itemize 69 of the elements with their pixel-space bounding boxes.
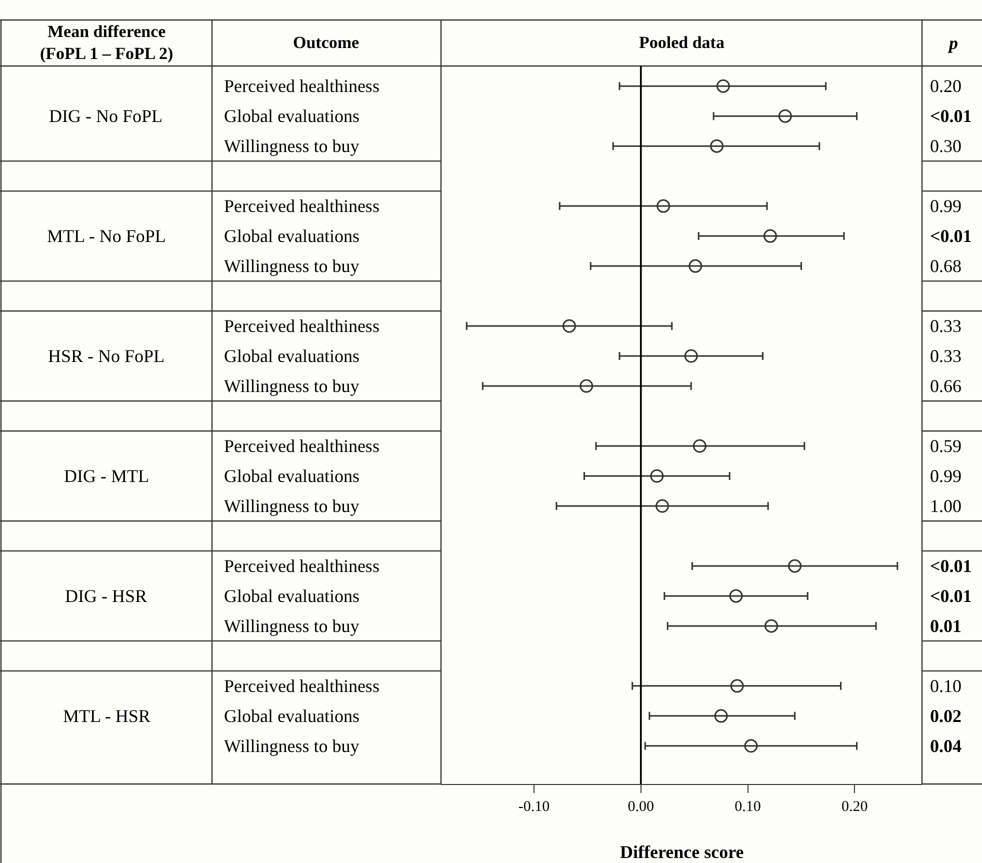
text: 1.00 bbox=[930, 496, 962, 516]
text: MTL - HSR bbox=[63, 706, 150, 726]
text: 0.01 bbox=[930, 616, 962, 636]
y-tick-label: Perceived healthiness bbox=[224, 76, 380, 96]
text: 0.10 bbox=[930, 676, 962, 696]
point bbox=[656, 499, 670, 513]
text: MTL - No FoPL bbox=[47, 226, 166, 246]
point bbox=[656, 199, 670, 213]
text: 0.04 bbox=[930, 736, 962, 756]
text: 0.99 bbox=[930, 196, 962, 216]
text: Mean difference (FoPL 1 – FoPL 2) bbox=[40, 22, 174, 64]
text: DIG - HSR bbox=[65, 586, 148, 606]
y-tick-label: Willingness to buy bbox=[224, 136, 360, 156]
x-tick-label: 0.00 bbox=[628, 799, 654, 816]
point bbox=[684, 349, 698, 363]
y-axis-title: Outcome bbox=[293, 33, 360, 52]
text: HSR - No FoPL bbox=[48, 346, 165, 366]
text: p bbox=[947, 33, 958, 53]
y-tick-label: Willingness to buy bbox=[224, 496, 360, 516]
x-tick-label: 0.20 bbox=[842, 799, 868, 816]
text: <0.01 bbox=[930, 556, 972, 576]
point bbox=[710, 139, 724, 153]
text: DIG - MTL bbox=[64, 466, 149, 486]
point bbox=[692, 439, 706, 453]
text: 0.66 bbox=[930, 376, 962, 396]
text: <0.01 bbox=[930, 226, 972, 246]
text: 0.59 bbox=[930, 436, 962, 456]
point bbox=[730, 679, 744, 693]
y-tick-label: Willingness to buy bbox=[224, 256, 360, 276]
x-tick-label: -0.10 bbox=[518, 799, 550, 816]
point bbox=[764, 619, 778, 633]
y-tick-label: Willingness to buy bbox=[224, 616, 360, 636]
y-tick-label: Global evaluations bbox=[224, 226, 360, 246]
point bbox=[580, 379, 594, 393]
text: 0.02 bbox=[930, 706, 962, 726]
y-tick-label: Perceived healthiness bbox=[224, 196, 380, 216]
text: 0.68 bbox=[930, 256, 962, 276]
text: DIG - No FoPL bbox=[49, 106, 163, 126]
point bbox=[729, 589, 743, 603]
point bbox=[688, 259, 702, 273]
y-tick-label: Global evaluations bbox=[224, 106, 360, 126]
text: 0.33 bbox=[930, 316, 962, 336]
point bbox=[714, 709, 728, 723]
point bbox=[788, 559, 802, 573]
y-tick-label: Willingness to buy bbox=[224, 376, 360, 396]
point bbox=[763, 229, 777, 243]
point bbox=[650, 469, 664, 483]
y-tick-label: Global evaluations bbox=[224, 346, 360, 366]
y-tick-label: Perceived healthiness bbox=[224, 676, 380, 696]
y-tick-label: Global evaluations bbox=[224, 586, 360, 606]
y-tick-label: Perceived healthiness bbox=[224, 316, 380, 336]
x-tick-label: 0.10 bbox=[734, 799, 761, 816]
y-tick-label: Perceived healthiness bbox=[224, 556, 380, 576]
text: <0.01 bbox=[930, 106, 972, 126]
text: 0.33 bbox=[930, 346, 962, 366]
y-tick-label: Global evaluations bbox=[224, 466, 360, 486]
y-tick-label: Global evaluations bbox=[224, 706, 360, 726]
y-tick-label: Willingness to buy bbox=[224, 736, 360, 756]
text: 0.20 bbox=[930, 76, 962, 96]
y-tick-label: Perceived healthiness bbox=[224, 436, 380, 456]
point bbox=[778, 109, 792, 123]
point bbox=[744, 739, 758, 753]
x-axis-title: Difference score bbox=[620, 842, 744, 862]
chart-title: Pooled data bbox=[639, 33, 725, 52]
text: <0.01 bbox=[930, 586, 972, 606]
text: 0.30 bbox=[930, 136, 962, 156]
point bbox=[716, 79, 730, 93]
point bbox=[562, 319, 576, 333]
text: 0.99 bbox=[930, 466, 962, 486]
